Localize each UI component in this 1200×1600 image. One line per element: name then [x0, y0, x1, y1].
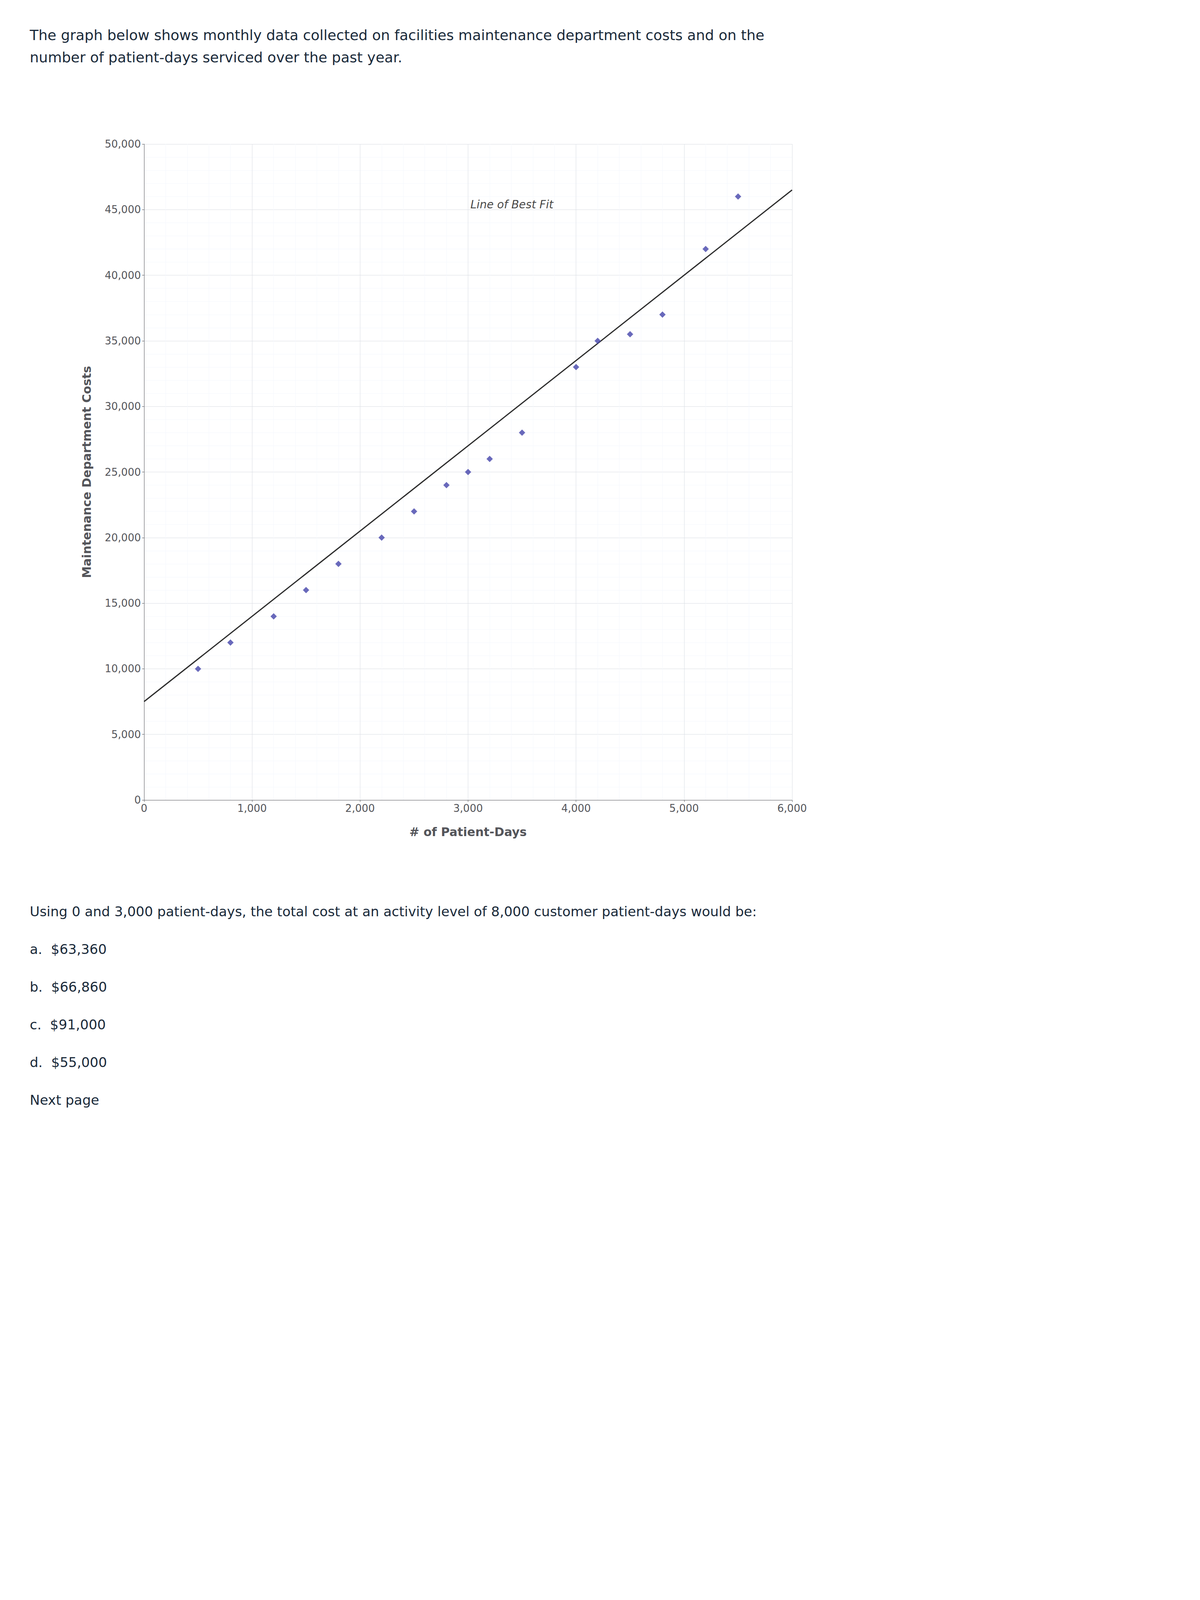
svg-text:35,000: 35,000	[104, 334, 141, 347]
svg-text:10,000: 10,000	[104, 662, 141, 675]
svg-text:Using 0 and 3,000 patient-days: Using 0 and 3,000 patient-days, the tota…	[29, 903, 757, 920]
svg-text:0: 0	[134, 794, 141, 806]
svg-text:0: 0	[140, 802, 148, 815]
svg-text:a. $63,360: a. $63,360	[29, 941, 107, 958]
svg-text:20,000: 20,000	[104, 531, 141, 544]
svg-text:2,000: 2,000	[345, 802, 375, 815]
svg-text:b. $66,860: b. $66,860	[29, 978, 108, 995]
svg-text:25,000: 25,000	[104, 466, 141, 479]
svg-text:number of patient-days service: number of patient-days serviced over the…	[29, 49, 403, 66]
svg-text:c. $91,000: c. $91,000	[29, 1016, 106, 1033]
svg-text:The graph below shows monthly: The graph below shows monthly data colle…	[29, 26, 765, 44]
svg-text:d. $55,000: d. $55,000	[29, 1054, 108, 1071]
svg-text:30,000: 30,000	[104, 400, 141, 413]
svg-text:Next page: Next page	[29, 1092, 100, 1108]
svg-text:45,000: 45,000	[104, 203, 141, 216]
svg-text:1,000: 1,000	[237, 802, 267, 815]
svg-text:Line of Best Fit: Line of Best Fit	[470, 198, 554, 212]
svg-text:3,000: 3,000	[453, 802, 483, 815]
svg-text:15,000: 15,000	[104, 597, 141, 610]
svg-text:6,000: 6,000	[777, 802, 807, 815]
svg-text:5,000: 5,000	[111, 728, 141, 741]
svg-text:5,000: 5,000	[669, 802, 699, 815]
svg-text:Maintenance Department Costs: Maintenance Department Costs	[79, 365, 94, 579]
svg-text:40,000: 40,000	[104, 269, 141, 282]
svg-text:50,000: 50,000	[104, 138, 141, 150]
svg-text:4,000: 4,000	[561, 802, 591, 815]
svg-text:# of Patient-Days: # of Patient-Days	[409, 825, 527, 839]
